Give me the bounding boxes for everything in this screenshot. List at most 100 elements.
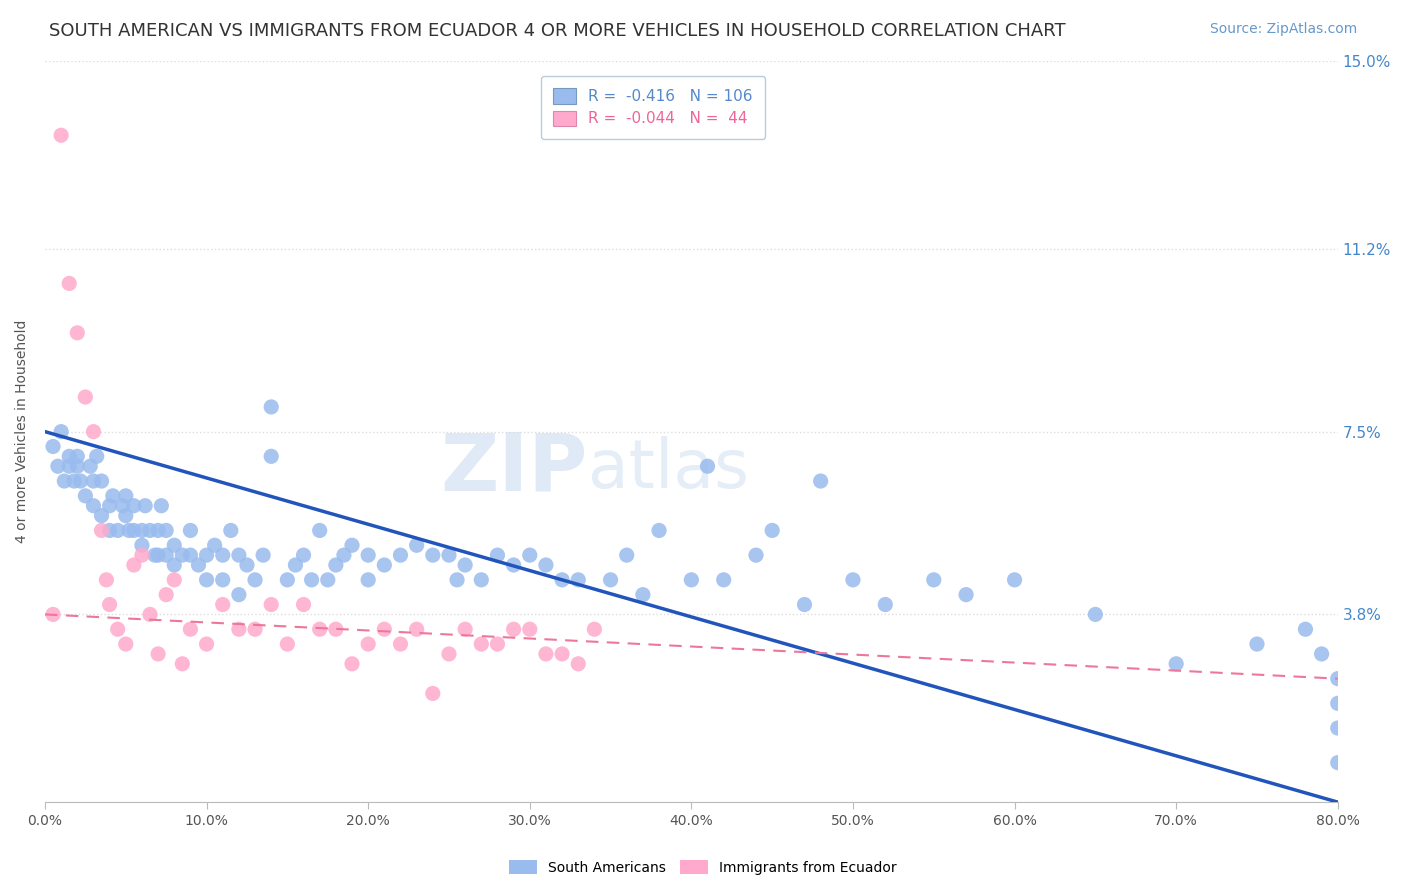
Point <box>139 607 162 622</box>
Point <box>49 128 72 143</box>
Point <box>114 637 136 651</box>
Point <box>534 558 557 572</box>
Point <box>53 474 76 488</box>
Point <box>373 558 395 572</box>
Point <box>325 622 347 636</box>
Legend: South Americans, Immigrants from Ecuador: South Americans, Immigrants from Ecuador <box>503 855 903 880</box>
Point <box>42 607 65 622</box>
Y-axis label: 4 or more Vehicles in Household: 4 or more Vehicles in Household <box>15 320 30 543</box>
Point <box>243 622 266 636</box>
Point <box>228 588 250 602</box>
Point <box>405 622 427 636</box>
Point <box>955 588 977 602</box>
Text: SOUTH AMERICAN VS IMMIGRANTS FROM ECUADOR 4 OR MORE VEHICLES IN HOUSEHOLD CORREL: SOUTH AMERICAN VS IMMIGRANTS FROM ECUADO… <box>49 22 1066 40</box>
Point <box>63 474 86 488</box>
Point <box>155 548 177 562</box>
Point <box>308 622 330 636</box>
Point <box>79 459 101 474</box>
Point <box>131 548 153 562</box>
Point <box>150 499 173 513</box>
Point <box>631 588 654 602</box>
Point <box>195 573 218 587</box>
Point <box>143 548 166 562</box>
Text: Source: ZipAtlas.com: Source: ZipAtlas.com <box>1209 22 1357 37</box>
Point <box>1166 657 1188 671</box>
Point <box>357 548 380 562</box>
Point <box>98 499 121 513</box>
Point <box>470 573 492 587</box>
Point <box>405 538 427 552</box>
Point <box>82 425 104 439</box>
Point <box>437 548 460 562</box>
Point <box>599 573 621 587</box>
Point <box>260 400 283 414</box>
Point <box>42 440 65 454</box>
Point <box>486 637 509 651</box>
Point <box>98 598 121 612</box>
Point <box>228 622 250 636</box>
Point <box>276 637 298 651</box>
Point <box>90 524 112 538</box>
Point <box>219 524 242 538</box>
Point <box>745 548 768 562</box>
Point <box>519 548 541 562</box>
Point <box>98 524 121 538</box>
Point <box>139 524 162 538</box>
Point <box>422 686 444 700</box>
Point <box>1326 721 1348 735</box>
Point <box>131 538 153 552</box>
Point <box>486 548 509 562</box>
Point <box>389 637 412 651</box>
Point <box>810 474 832 488</box>
Point <box>373 622 395 636</box>
Point <box>146 548 169 562</box>
Point <box>502 622 524 636</box>
Point <box>1326 696 1348 710</box>
Point <box>308 524 330 538</box>
Point <box>292 548 315 562</box>
Point <box>567 573 589 587</box>
Point <box>114 508 136 523</box>
Point <box>357 637 380 651</box>
Point <box>163 538 186 552</box>
Point <box>46 459 69 474</box>
Point <box>502 558 524 572</box>
Point <box>163 573 186 587</box>
Point <box>316 573 339 587</box>
Point <box>118 524 141 538</box>
Point <box>179 524 201 538</box>
Point <box>236 558 259 572</box>
Point <box>284 558 307 572</box>
Point <box>131 524 153 538</box>
Point <box>1326 756 1348 770</box>
Point <box>1326 672 1348 686</box>
Point <box>146 524 169 538</box>
Point <box>90 508 112 523</box>
Point <box>114 489 136 503</box>
Point <box>519 622 541 636</box>
Point <box>75 489 97 503</box>
Point <box>793 598 815 612</box>
Point <box>146 647 169 661</box>
Point <box>437 647 460 661</box>
Point <box>301 573 323 587</box>
Point <box>1004 573 1026 587</box>
Point <box>389 548 412 562</box>
Point <box>1310 647 1333 661</box>
Point <box>211 598 233 612</box>
Point <box>82 499 104 513</box>
Point <box>422 548 444 562</box>
Point <box>1246 637 1268 651</box>
Point <box>340 657 363 671</box>
Point <box>195 548 218 562</box>
Point <box>243 573 266 587</box>
Point <box>875 598 897 612</box>
Point <box>66 450 89 464</box>
Point <box>66 459 89 474</box>
Point <box>134 499 156 513</box>
Point <box>58 459 80 474</box>
Point <box>681 573 703 587</box>
Point <box>446 573 468 587</box>
Point <box>228 548 250 562</box>
Point <box>66 326 89 340</box>
